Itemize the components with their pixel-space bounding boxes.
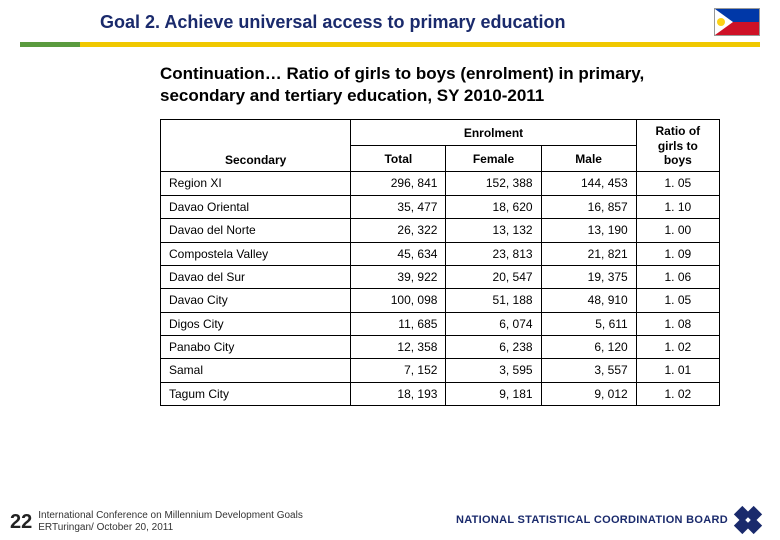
female-cell: 18, 620 bbox=[446, 195, 541, 218]
total-cell: 11, 685 bbox=[351, 312, 446, 335]
divider-bar bbox=[20, 42, 760, 47]
female-cell: 9, 181 bbox=[446, 382, 541, 405]
ratio-cell: 1. 08 bbox=[636, 312, 719, 335]
male-cell: 5, 611 bbox=[541, 312, 636, 335]
table-header-row-1: Secondary Enrolment Ratio of girls to bo… bbox=[161, 120, 720, 146]
male-cell: 3, 557 bbox=[541, 359, 636, 382]
enrolment-table-wrap: Secondary Enrolment Ratio of girls to bo… bbox=[0, 119, 780, 406]
total-cell: 296, 841 bbox=[351, 172, 446, 195]
flag-icon bbox=[714, 8, 760, 36]
goal-title: Goal 2. Achieve universal access to prim… bbox=[100, 12, 566, 33]
total-cell: 12, 358 bbox=[351, 336, 446, 359]
table-row: Samal7, 1523, 5953, 5571. 01 bbox=[161, 359, 720, 382]
row-label: Panabo City bbox=[161, 336, 351, 359]
divider-green bbox=[20, 42, 80, 47]
slide-header: Goal 2. Achieve universal access to prim… bbox=[0, 0, 780, 38]
ratio-cell: 1. 02 bbox=[636, 382, 719, 405]
male-cell: 9, 012 bbox=[541, 382, 636, 405]
total-cell: 7, 152 bbox=[351, 359, 446, 382]
male-cell: 13, 190 bbox=[541, 219, 636, 242]
male-cell: 6, 120 bbox=[541, 336, 636, 359]
ratio-cell: 1. 10 bbox=[636, 195, 719, 218]
org-name: NATIONAL STATISTICAL COORDINATION BOARD bbox=[456, 514, 728, 526]
conference-text: International Conference on Millennium D… bbox=[38, 510, 303, 534]
row-label: Samal bbox=[161, 359, 351, 382]
female-cell: 6, 238 bbox=[446, 336, 541, 359]
enrolment-table: Secondary Enrolment Ratio of girls to bo… bbox=[160, 119, 720, 406]
ratio-cell: 1. 09 bbox=[636, 242, 719, 265]
ratio-cell: 1. 06 bbox=[636, 265, 719, 288]
ratio-cell: 1. 05 bbox=[636, 172, 719, 195]
female-header: Female bbox=[446, 146, 541, 172]
slide-container: Goal 2. Achieve universal access to prim… bbox=[0, 0, 780, 540]
corner-header: Secondary bbox=[161, 120, 351, 172]
total-cell: 26, 322 bbox=[351, 219, 446, 242]
divider-yellow bbox=[80, 42, 760, 47]
total-cell: 39, 922 bbox=[351, 265, 446, 288]
row-label: Davao Oriental bbox=[161, 195, 351, 218]
row-label: Digos City bbox=[161, 312, 351, 335]
table-row: Davao del Sur39, 92220, 54719, 3751. 06 bbox=[161, 265, 720, 288]
female-cell: 6, 074 bbox=[446, 312, 541, 335]
flag-sun-icon bbox=[717, 18, 725, 26]
female-cell: 51, 188 bbox=[446, 289, 541, 312]
nscb-logo-icon bbox=[728, 500, 768, 540]
row-label: Davao del Norte bbox=[161, 219, 351, 242]
total-cell: 45, 634 bbox=[351, 242, 446, 265]
row-label: Davao del Sur bbox=[161, 265, 351, 288]
table-row: Davao Oriental35, 47718, 62016, 8571. 10 bbox=[161, 195, 720, 218]
table-row: Tagum City18, 1939, 1819, 0121. 02 bbox=[161, 382, 720, 405]
footer-left: 22 International Conference on Millenniu… bbox=[10, 510, 303, 534]
conference-line-2: ERTuringan/ October 20, 2011 bbox=[38, 522, 303, 534]
ratio-cell: 1. 02 bbox=[636, 336, 719, 359]
female-cell: 20, 547 bbox=[446, 265, 541, 288]
ratio-header: Ratio of girls to boys bbox=[636, 120, 719, 172]
footer-right: NATIONAL STATISTICAL COORDINATION BOARD bbox=[456, 506, 762, 534]
row-label: Davao City bbox=[161, 289, 351, 312]
table-row: Davao del Norte26, 32213, 13213, 1901. 0… bbox=[161, 219, 720, 242]
ratio-cell: 1. 05 bbox=[636, 289, 719, 312]
table-row: Digos City11, 6856, 0745, 6111. 08 bbox=[161, 312, 720, 335]
table-row: Panabo City12, 3586, 2386, 1201. 02 bbox=[161, 336, 720, 359]
table-row: Compostela Valley45, 63423, 81321, 8211.… bbox=[161, 242, 720, 265]
table-row: Region XI296, 841152, 388144, 4531. 05 bbox=[161, 172, 720, 195]
page-number: 22 bbox=[10, 511, 32, 534]
female-cell: 23, 813 bbox=[446, 242, 541, 265]
female-cell: 3, 595 bbox=[446, 359, 541, 382]
male-cell: 21, 821 bbox=[541, 242, 636, 265]
female-cell: 13, 132 bbox=[446, 219, 541, 242]
male-header: Male bbox=[541, 146, 636, 172]
male-cell: 48, 910 bbox=[541, 289, 636, 312]
total-cell: 100, 098 bbox=[351, 289, 446, 312]
total-cell: 18, 193 bbox=[351, 382, 446, 405]
male-cell: 144, 453 bbox=[541, 172, 636, 195]
slide-subtitle: Continuation… Ratio of girls to boys (en… bbox=[0, 47, 780, 119]
male-cell: 16, 857 bbox=[541, 195, 636, 218]
row-label: Compostela Valley bbox=[161, 242, 351, 265]
conference-line-1: International Conference on Millennium D… bbox=[38, 510, 303, 522]
total-header: Total bbox=[351, 146, 446, 172]
enrolment-group-header: Enrolment bbox=[351, 120, 636, 146]
table-row: Davao City100, 09851, 18848, 9101. 05 bbox=[161, 289, 720, 312]
slide-footer: 22 International Conference on Millenniu… bbox=[0, 506, 780, 534]
male-cell: 19, 375 bbox=[541, 265, 636, 288]
ratio-cell: 1. 00 bbox=[636, 219, 719, 242]
total-cell: 35, 477 bbox=[351, 195, 446, 218]
female-cell: 152, 388 bbox=[446, 172, 541, 195]
row-label: Tagum City bbox=[161, 382, 351, 405]
table-body: Region XI296, 841152, 388144, 4531. 05Da… bbox=[161, 172, 720, 406]
ratio-cell: 1. 01 bbox=[636, 359, 719, 382]
row-label: Region XI bbox=[161, 172, 351, 195]
